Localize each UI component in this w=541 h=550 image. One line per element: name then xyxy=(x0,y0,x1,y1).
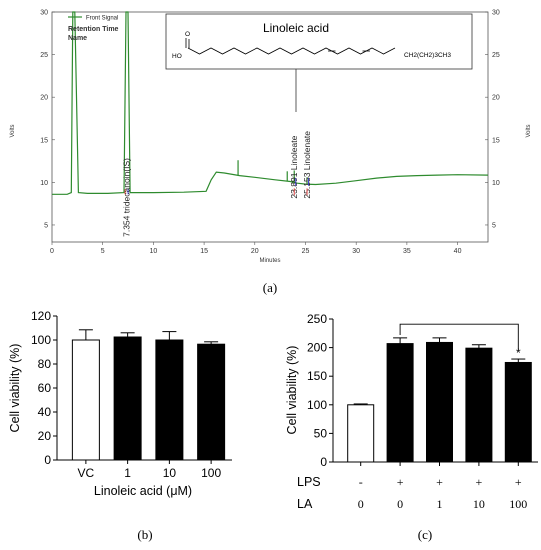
bar xyxy=(155,339,184,461)
y-axis-label-right: Volts xyxy=(526,124,532,137)
bar xyxy=(426,341,453,463)
y-tick-label: 50 xyxy=(314,426,328,440)
fatty-acid-chain xyxy=(187,47,396,55)
y-axis-label-left: Volts xyxy=(10,124,16,137)
bar xyxy=(113,336,142,461)
y-tick-label: 20 xyxy=(38,429,52,443)
header-name: Name xyxy=(68,35,87,42)
x-tick-label: 40 xyxy=(454,248,462,255)
x-tick-label: 100 xyxy=(201,466,221,480)
x-tick-label: 5 xyxy=(101,248,105,255)
y-tick-label-left: 30 xyxy=(40,10,48,17)
lps-value: + xyxy=(515,475,522,489)
y-tick-label-right: 10 xyxy=(492,180,500,187)
x-tick-label: VC xyxy=(78,466,95,480)
y-tick-label: 250 xyxy=(307,312,327,326)
y-tick-label: 0 xyxy=(44,453,51,467)
la-value: 0 xyxy=(397,497,403,511)
bar xyxy=(504,361,532,463)
x-tick-label: 1 xyxy=(124,466,131,480)
y-tick-label: 120 xyxy=(31,309,51,323)
x-tick-label: 10 xyxy=(163,466,177,480)
y-axis-label: Cell viability (%) xyxy=(8,344,22,433)
y-tick-label: 150 xyxy=(307,369,327,383)
x-axis-label: Minutes xyxy=(259,258,280,264)
la-value: 1 xyxy=(437,497,443,511)
row-label-la: LA xyxy=(297,497,313,511)
y-tick-label: 80 xyxy=(38,357,52,371)
row-label-lps: LPS xyxy=(297,475,321,489)
bar xyxy=(71,339,100,461)
inset-title: Linoleic acid xyxy=(263,21,329,35)
bar xyxy=(465,347,493,463)
la-value: 0 xyxy=(358,497,364,511)
panel-b-bar-chart: 0 20 40 60 80 100 120 Cell viability (%) VC 1 10 10… xyxy=(8,309,232,542)
legend-label: Front Signal xyxy=(86,16,118,22)
panel-c-bar-chart: 0 50 100 150 200 250 Cell viability (%) - 0 +0 +1 +… xyxy=(285,312,538,542)
y-tick-label-left: 5 xyxy=(44,222,48,229)
la-value: 10 xyxy=(473,497,485,511)
x-tick-label: 35 xyxy=(403,248,411,255)
lps-value: + xyxy=(397,475,404,489)
lps-value: + xyxy=(476,475,483,489)
x-tick-label: 25 xyxy=(302,248,310,255)
lps-value: + xyxy=(436,475,443,489)
panel-a-chromatogram: 5 5 10 10 15 15 20 20 25 25 30 30 0 5 10 15 20 25 30 35 40 Mi… xyxy=(10,10,532,296)
y-tick-label-right: 15 xyxy=(492,137,500,144)
y-tick-label-left: 10 xyxy=(40,180,48,187)
la-value: 100 xyxy=(509,497,527,511)
y-tick-label: 200 xyxy=(307,341,327,355)
y-tick-label: 100 xyxy=(307,398,327,412)
peak-label: 23.891 Linoleate xyxy=(289,135,299,198)
caption-b: (b) xyxy=(137,527,152,542)
x-tick-label: 10 xyxy=(149,248,157,255)
y-tick-label-left: 25 xyxy=(40,52,48,59)
y-tick-label-right: 25 xyxy=(492,52,500,59)
y-axis-label: Cell viability (%) xyxy=(285,346,299,435)
alkyl-tail: CH2(CH2)3CH3 xyxy=(404,52,451,59)
y-tick-label: 0 xyxy=(320,455,327,469)
bar xyxy=(386,343,414,463)
x-tick-label: 0 xyxy=(50,248,54,255)
y-tick-label-left: 15 xyxy=(40,137,48,144)
y-tick-label-left: 20 xyxy=(40,95,48,102)
x-tick-label: 30 xyxy=(352,248,360,255)
peak-label: 25.153 Linolenate xyxy=(302,131,312,199)
lps-value: - xyxy=(359,475,363,489)
bar xyxy=(197,343,226,461)
significance-marker: * xyxy=(516,346,521,360)
header-retention-time: Retention Time xyxy=(68,26,119,33)
y-tick-label-right: 20 xyxy=(492,95,500,102)
bar xyxy=(347,404,375,463)
plot-frame xyxy=(51,11,489,243)
y-tick-label: 60 xyxy=(38,381,52,395)
acid-group: HO xyxy=(172,53,182,60)
carbonyl-oxygen: O xyxy=(185,31,190,38)
x-tick-label: 15 xyxy=(200,248,208,255)
series-line-front-signal xyxy=(52,11,489,195)
y-tick-label-right: 30 xyxy=(492,10,500,17)
y-tick-label-right: 5 xyxy=(492,222,496,229)
y-tick-label: 40 xyxy=(38,405,52,419)
peak-label: 7.354 tridecanoin(IS) xyxy=(122,158,132,237)
x-tick-label: 20 xyxy=(251,248,259,255)
x-axis-label: Linoleic acid (μM) xyxy=(94,484,192,498)
y-tick-label: 100 xyxy=(31,333,51,347)
inset-box xyxy=(165,13,473,70)
significance-bracket xyxy=(399,323,519,350)
caption-a: (a) xyxy=(263,280,277,295)
caption-c: (c) xyxy=(418,527,432,542)
